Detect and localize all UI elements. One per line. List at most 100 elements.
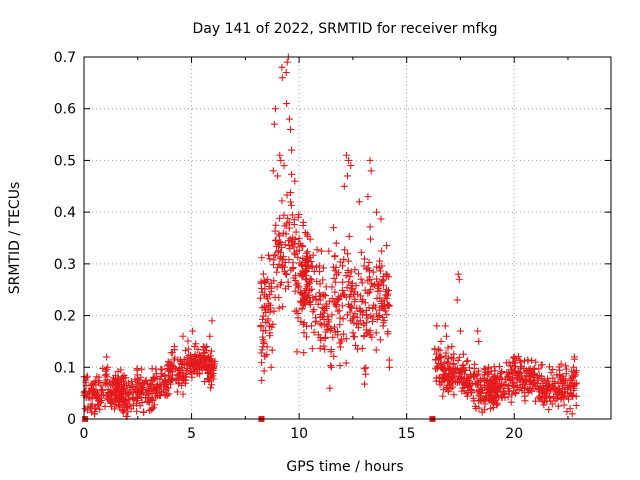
data-point [124, 408, 132, 416]
data-point [546, 393, 554, 401]
data-point [257, 278, 265, 286]
data-point [339, 315, 347, 323]
data-point [376, 257, 384, 265]
data-point [276, 238, 284, 246]
data-point [149, 397, 157, 405]
data-point [435, 373, 443, 381]
data-point [309, 308, 317, 316]
data-point [525, 373, 533, 381]
data-point [154, 382, 162, 390]
data-point [572, 392, 580, 400]
data-point [98, 386, 106, 394]
x-tick-label: 0 [80, 426, 89, 442]
y-tick-label: 0 [67, 412, 76, 428]
data-point [99, 391, 107, 399]
data-point [208, 317, 216, 325]
data-point [507, 366, 515, 374]
x-tick-label: 5 [187, 426, 196, 442]
data-point [381, 301, 389, 309]
data-point [316, 268, 324, 276]
data-point [357, 248, 365, 256]
data-point [184, 359, 192, 367]
data-point [300, 269, 308, 277]
data-point [555, 363, 563, 371]
data-point [259, 333, 267, 341]
x-tick-label: 15 [398, 426, 416, 442]
data-point [184, 345, 192, 353]
data-point [449, 355, 457, 363]
data-point [119, 395, 127, 403]
data-point [133, 400, 141, 408]
data-point [179, 390, 187, 398]
data-point [149, 373, 157, 381]
data-point [376, 336, 384, 344]
x-tick-labels: 0 5 10 15 20 [80, 426, 524, 442]
data-point [359, 311, 367, 319]
data-point [333, 296, 341, 304]
data-point [266, 291, 274, 299]
data-point [347, 162, 355, 170]
data-point [568, 391, 576, 399]
data-point [333, 301, 341, 309]
data-point [102, 367, 110, 375]
data-point [197, 363, 205, 371]
data-point [336, 314, 344, 322]
data-point [475, 392, 483, 400]
data-point [286, 245, 294, 253]
data-point [151, 401, 159, 409]
data-point [270, 120, 278, 128]
plot-frame [83, 56, 612, 420]
data-point [280, 162, 288, 170]
data-point [344, 172, 351, 180]
data-point [482, 394, 490, 402]
data-point [545, 363, 553, 371]
data-point [339, 278, 347, 286]
data-point [358, 344, 366, 352]
data-point [535, 385, 543, 393]
data-point [210, 360, 218, 368]
data-point [285, 242, 293, 250]
data-point [537, 361, 545, 369]
data-point [456, 327, 464, 335]
data-point [167, 349, 175, 357]
y-tick-labels: 0 0.1 0.2 0.3 0.4 0.5 0.6 0.7 [54, 50, 76, 428]
data-point [279, 253, 287, 261]
data-point [308, 322, 316, 330]
data-point [283, 58, 291, 66]
data-point [382, 285, 390, 293]
data-point [514, 368, 522, 376]
data-point [334, 307, 342, 315]
data-point [278, 74, 286, 82]
data-point [137, 389, 145, 397]
data-point [343, 284, 351, 292]
data-point [545, 406, 553, 414]
data-point [366, 331, 374, 339]
data-point [289, 259, 297, 267]
data-point [278, 197, 286, 205]
data-point [370, 301, 378, 309]
data-point [520, 365, 528, 373]
data-point [269, 167, 277, 175]
data-point [110, 388, 118, 396]
data-point [467, 388, 475, 396]
data-point [475, 337, 483, 345]
data-point [357, 292, 365, 300]
data-point [528, 387, 536, 395]
data-point [188, 369, 196, 377]
data-point [355, 270, 363, 278]
data-point [376, 267, 384, 275]
data-point [201, 378, 209, 386]
data-point [375, 264, 383, 272]
data-point [115, 386, 123, 394]
data-point [104, 363, 112, 371]
data-point [444, 354, 452, 362]
data-point [364, 264, 372, 272]
data-point [156, 388, 164, 396]
data-point [281, 258, 289, 266]
data-point [455, 353, 463, 361]
data-point [258, 315, 266, 323]
data-point [300, 349, 308, 357]
data-point [196, 370, 204, 378]
data-point [510, 353, 518, 361]
data-point [273, 268, 281, 276]
